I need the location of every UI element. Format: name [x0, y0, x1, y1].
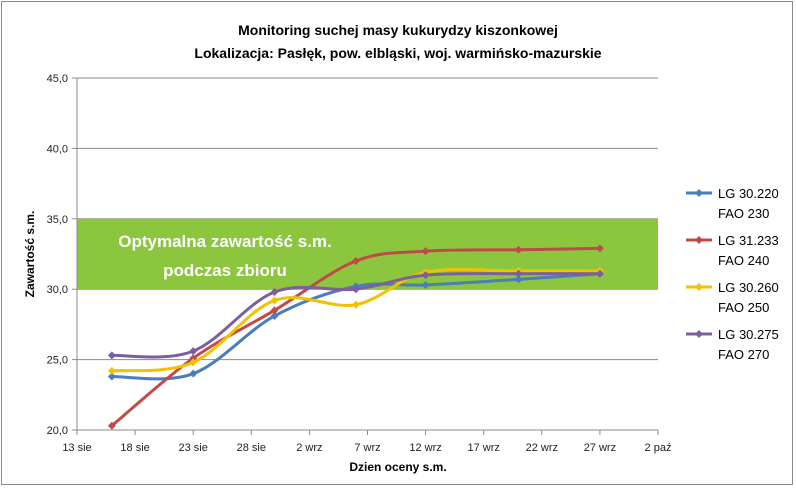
y-axis-title: Zawartość s.m.: [23, 211, 37, 298]
series-2-point: [595, 244, 604, 253]
x-tick-label: 2 paź: [645, 442, 672, 454]
series-2-point: [270, 306, 279, 315]
y-tick-label: 20,0: [47, 425, 68, 437]
legend-sublabel-3: FAO 250: [718, 300, 769, 315]
series-2-point: [351, 257, 360, 266]
y-tick-label: 25,0: [47, 355, 68, 367]
legend-sublabel-2: FAO 240: [718, 253, 769, 268]
legend-sublabel-4: FAO 270: [718, 347, 769, 362]
x-axis-title: Dzien oceny s.m.: [349, 460, 446, 474]
legend-marker-4: [695, 330, 703, 338]
series-4-point: [270, 288, 279, 297]
x-tick-label: 7 wrz: [354, 442, 380, 454]
series-1-point: [189, 369, 198, 378]
x-tick-label: 18 sie: [120, 442, 149, 454]
chart-subtitle: Lokalizacja: Pasłęk, pow. elbląski, woj.…: [194, 45, 602, 61]
series-4-point: [595, 269, 604, 278]
y-tick-label: 45,0: [47, 73, 68, 85]
series-4-point: [351, 285, 360, 294]
series-4-point: [421, 271, 430, 280]
x-tick-label: 28 sie: [237, 442, 266, 454]
legend-label-1: LG 30.220: [718, 186, 779, 201]
legend-sublabel-1: FAO 230: [718, 206, 769, 221]
series-3-point: [107, 366, 116, 375]
band-label-line-1: Optymalna zawartość s.m.: [118, 232, 332, 251]
chart-title: Monitoring suchej masy kukurydzy kiszonk…: [238, 22, 558, 38]
series-1-point: [514, 275, 523, 284]
series-2-point: [107, 421, 116, 430]
x-tick-label: 17 wrz: [467, 442, 499, 454]
legend-label-3: LG 30.260: [718, 280, 779, 295]
series-1-point: [107, 372, 116, 381]
series-1-point: [270, 311, 279, 320]
legend-marker-2: [695, 236, 703, 244]
y-tick-label: 30,0: [47, 284, 68, 296]
series-3-point: [270, 296, 279, 305]
y-tick-label: 35,0: [47, 214, 68, 226]
series-3-point: [189, 358, 198, 367]
x-tick-label: 22 wrz: [526, 442, 558, 454]
legend-marker-3: [695, 283, 703, 291]
legend-label-4: LG 30.275: [718, 327, 779, 342]
x-tick-label: 2 wrz: [296, 442, 322, 454]
band-label-line-2: podczas zbioru: [163, 261, 287, 280]
x-tick-label: 13 sie: [62, 442, 91, 454]
y-tick-label: 40,0: [47, 143, 68, 155]
series-2-point: [514, 245, 523, 254]
series-4-point: [514, 269, 523, 278]
x-tick-label: 12 wrz: [409, 442, 441, 454]
series-2-point: [421, 247, 430, 256]
legend-label-2: LG 31.233: [718, 233, 779, 248]
x-tick-label: 27 wrz: [584, 442, 616, 454]
x-tick-label: 23 sie: [179, 442, 208, 454]
series-1-point: [421, 280, 430, 289]
legend-marker-1: [695, 189, 703, 197]
series-4-point: [107, 351, 116, 360]
series-4-point: [189, 347, 198, 356]
series-3-point: [351, 300, 360, 309]
